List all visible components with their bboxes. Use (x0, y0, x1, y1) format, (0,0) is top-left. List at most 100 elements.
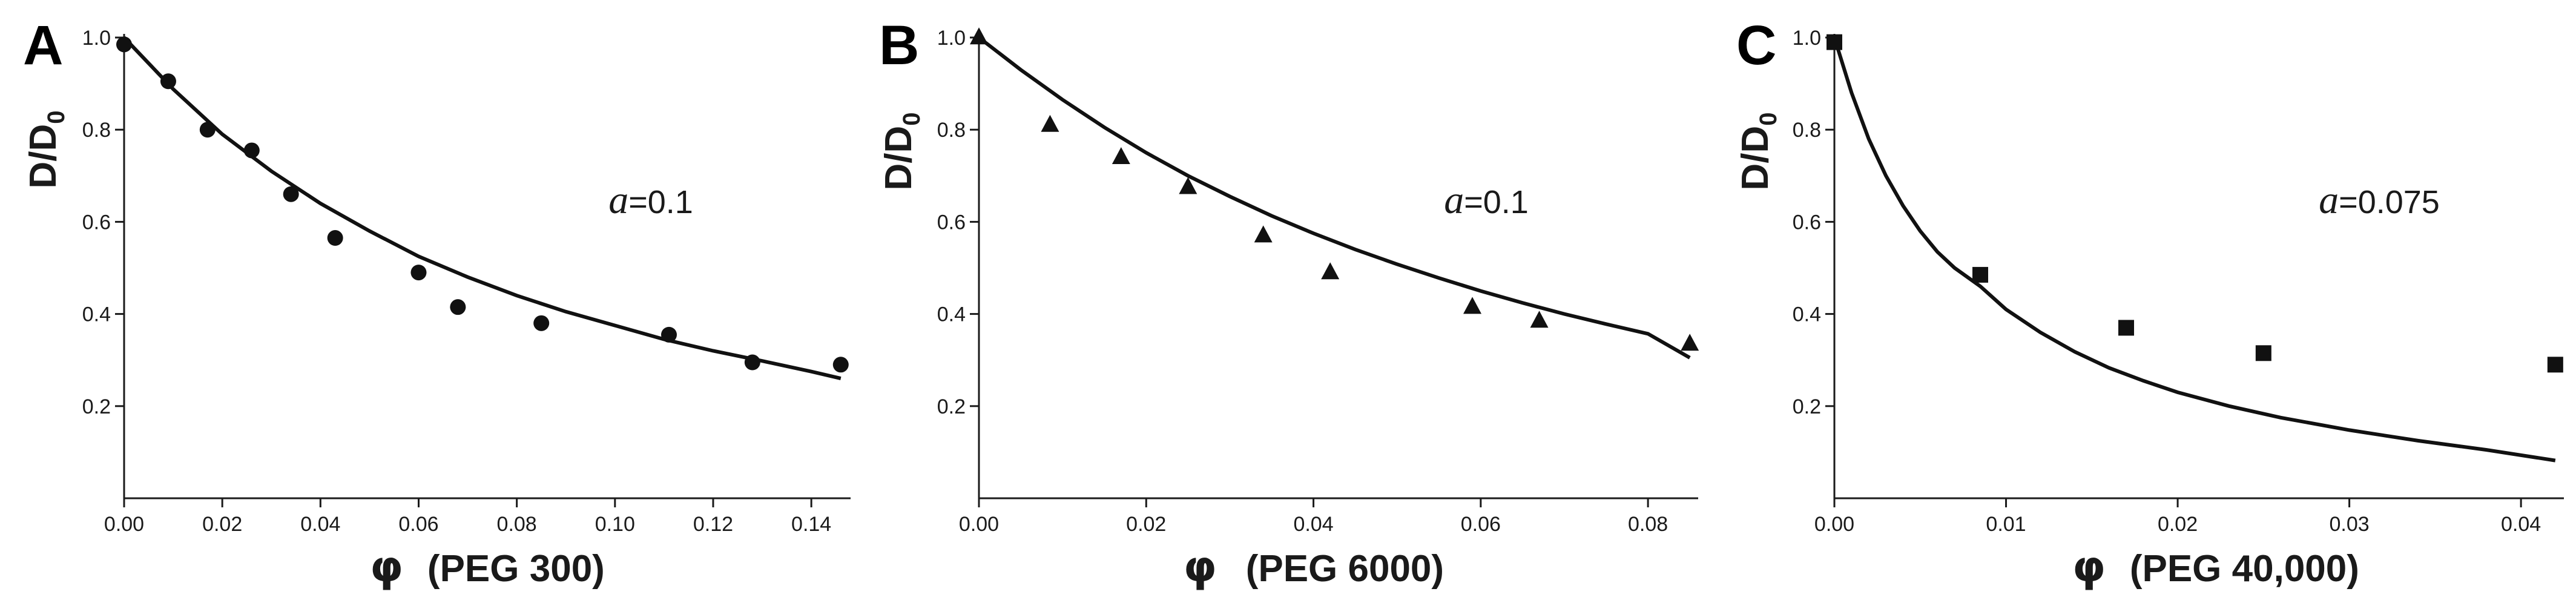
fit-curve (1833, 37, 2556, 463)
y-axis-title: D/D0 (22, 110, 70, 188)
y-tick-label: 1.0 (82, 27, 111, 50)
data-point (116, 36, 132, 53)
y-tick-label: 0.8 (82, 119, 111, 142)
y-tick-label: 0.2 (937, 395, 966, 418)
annotation-variable: a (608, 178, 628, 222)
x-tick-label: 0.02 (1126, 513, 1166, 536)
x-tick-label: 0.02 (202, 513, 242, 536)
x-tick-label: 0.00 (1814, 513, 1854, 536)
data-point (832, 357, 849, 373)
fit-curve (122, 36, 842, 381)
x-tick-label: 0.06 (1461, 513, 1501, 536)
data-point (1463, 297, 1482, 314)
panel-c: C D/D0 φ (PEG 40,000) a=0.075 0.00 0.01 0.0… (1734, 15, 2564, 591)
panel-a: A D/D0 φ (PEG 300) a=0.1 0.00 0.02 0.04 0.06… (22, 15, 851, 591)
x-tick-label: 0.02 (2158, 513, 2198, 536)
annotation-variable: a (1444, 178, 1464, 222)
y-axis-title-subscript: 0 (898, 112, 925, 125)
plot-area: 0.00 0.02 0.04 0.06 0.08 0.2 0.4 0.6 0.8 1.0 (937, 27, 1699, 536)
x-tick-label: 0.04 (300, 513, 340, 536)
data-point (2118, 320, 2134, 336)
annotation-value: =0.1 (1464, 184, 1529, 220)
data-point (1112, 147, 1130, 165)
x-tick-label: 0.06 (398, 513, 438, 536)
panel-b: B D/D0 φ (PEG 6000) a=0.1 0.00 0.02 0.04 0.0… (878, 15, 1699, 591)
data-point (1254, 225, 1273, 243)
svg-text:D/D0: D/D0 (1734, 112, 1782, 190)
y-tick-label: 1.0 (1793, 27, 1821, 50)
x-axis-title: φ (PEG 6000) (1184, 542, 1444, 591)
y-axis-title-main: D/D (22, 124, 64, 189)
y-tick-label: 0.6 (82, 211, 111, 234)
x-axis-title-text: (PEG 300) (427, 548, 605, 590)
x-tick-label: 0.04 (1293, 513, 1333, 536)
panel-label: A (23, 15, 63, 76)
data-point (2255, 345, 2271, 361)
panel-label: B (879, 15, 919, 76)
data-point (410, 265, 427, 281)
panel-label: C (1736, 15, 1776, 76)
annotation-value: =0.075 (2339, 184, 2440, 220)
x-axis-phi-symbol: φ (1184, 542, 1217, 591)
plot-area: 0.00 0.02 0.04 0.06 0.08 0.10 0.12 0.14 0.2 0.4 0.… (82, 27, 851, 536)
annotation: a=0.1 (608, 178, 693, 222)
fit-curve (978, 36, 1691, 360)
y-axis-title-subscript: 0 (1755, 112, 1782, 125)
data-point (1972, 266, 1988, 283)
x-tick-label: 0.01 (1986, 513, 2026, 536)
annotation: a=0.075 (2319, 178, 2440, 222)
y-tick-label: 1.0 (937, 27, 966, 50)
y-axis-title: D/D0 (1734, 112, 1782, 190)
data-point (1681, 334, 1699, 351)
x-axis-phi-symbol: φ (2072, 542, 2106, 591)
data-point (283, 186, 299, 202)
x-tick-label: 0.14 (791, 513, 831, 536)
y-axis-title-main: D/D (878, 126, 920, 191)
data-point (1179, 177, 1197, 194)
y-axis-title-subscript: 0 (43, 110, 70, 124)
data-point (243, 142, 260, 159)
y-tick-label: 0.2 (82, 395, 111, 418)
data-point (327, 230, 343, 246)
x-tick-label: 0.03 (2329, 513, 2369, 536)
data-point (1321, 262, 1340, 280)
y-tick-label: 0.2 (1793, 395, 1821, 418)
annotation-variable: a (2319, 178, 2339, 222)
data-point (744, 354, 760, 371)
y-axis-title-main: D/D (1734, 126, 1776, 191)
x-tick-label: 0.08 (1628, 513, 1668, 536)
data-point (1041, 114, 1059, 132)
y-tick-label: 0.8 (937, 119, 966, 142)
y-tick-label: 0.4 (1793, 303, 1821, 326)
x-tick-label: 0.10 (595, 513, 635, 536)
data-point (160, 73, 176, 90)
data-point (450, 299, 466, 315)
x-axis-title-text: (PEG 6000) (1246, 548, 1444, 590)
y-tick-label: 0.4 (937, 303, 966, 326)
data-point (533, 315, 550, 331)
svg-text:D/D0: D/D0 (22, 110, 70, 188)
annotation-value: =0.1 (628, 184, 693, 220)
x-tick-label: 0.00 (959, 513, 999, 536)
data-point (661, 326, 677, 343)
data-point (2547, 357, 2563, 373)
data-point (1827, 34, 1842, 50)
x-tick-label: 0.04 (2501, 513, 2541, 536)
annotation: a=0.1 (1444, 178, 1529, 222)
x-tick-label: 0.00 (104, 513, 144, 536)
data-point (970, 27, 988, 45)
x-axis-phi-symbol: φ (370, 542, 403, 591)
x-tick-label: 0.12 (693, 513, 733, 536)
data-point (1530, 311, 1549, 328)
x-axis-title-text: (PEG 40,000) (2130, 548, 2359, 590)
plot-area: 0.00 0.01 0.02 0.03 0.04 0.2 0.4 0.6 0.8 1.0 (1793, 27, 2564, 536)
y-tick-label: 0.6 (1793, 211, 1821, 234)
x-tick-label: 0.08 (497, 513, 537, 536)
data-point (199, 122, 216, 138)
x-axis-title: φ (PEG 300) (370, 542, 605, 591)
y-axis-title: D/D0 (878, 112, 925, 190)
x-axis-title: φ (PEG 40,000) (2072, 542, 2359, 591)
y-tick-label: 0.8 (1793, 119, 1821, 142)
svg-text:D/D0: D/D0 (878, 112, 925, 190)
